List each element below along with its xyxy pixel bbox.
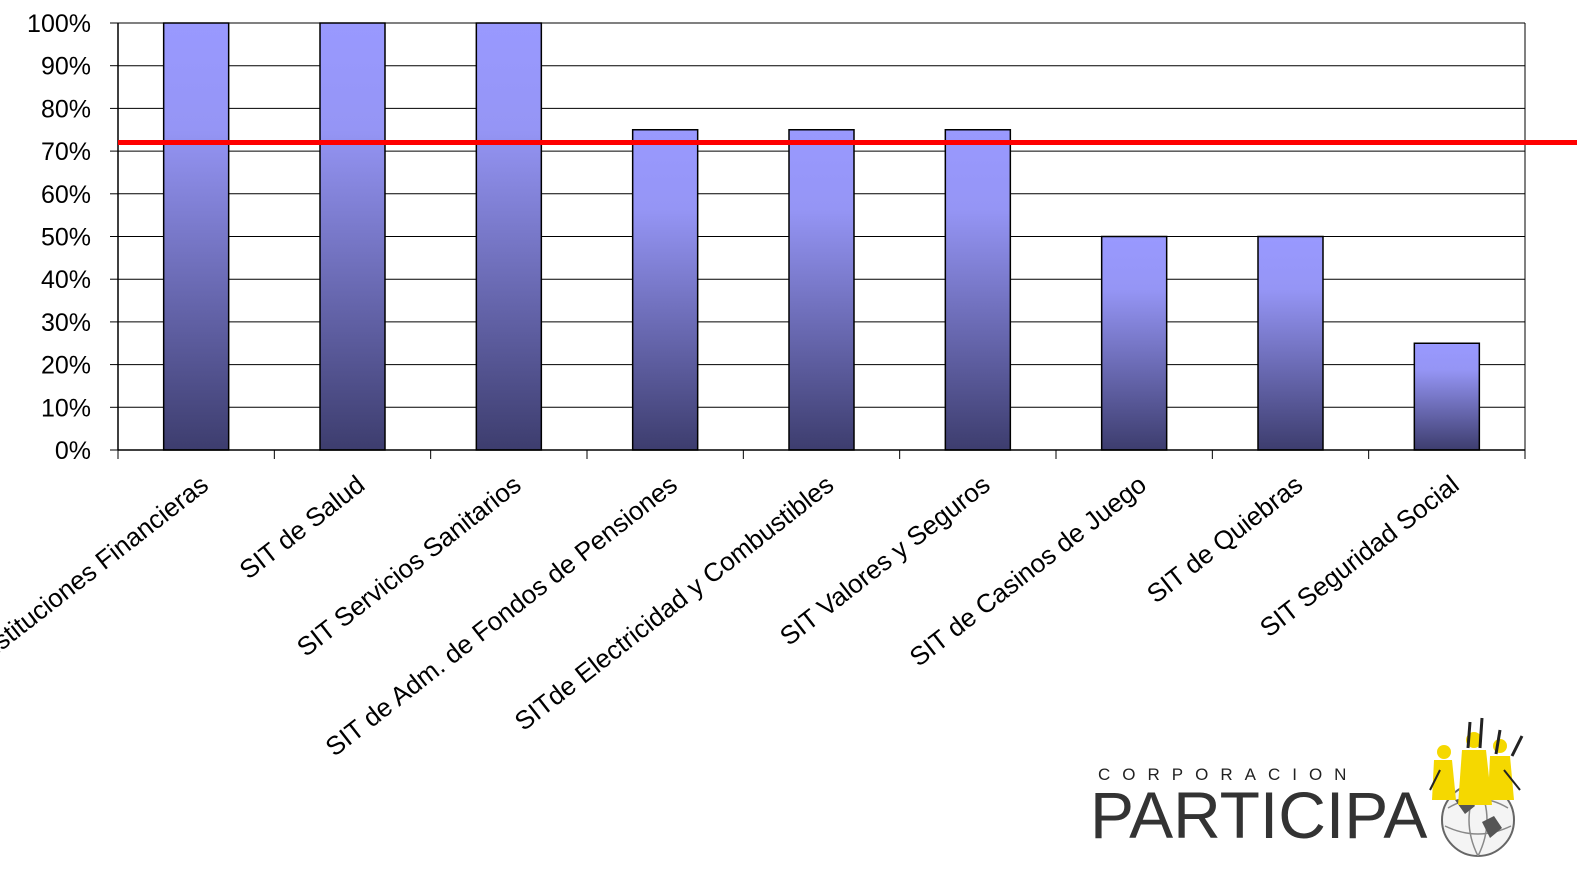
- x-category-label: SIT de Quiebras: [1141, 469, 1308, 609]
- bar: [475, 22, 543, 451]
- y-tick-label: 10%: [41, 394, 91, 422]
- bar: [1257, 235, 1324, 451]
- y-tick-label: 30%: [41, 309, 91, 337]
- y-tick-label: 0%: [55, 437, 91, 465]
- x-category-label: SIT Instituciones Financieras: [0, 469, 214, 698]
- y-tick-label: 60%: [41, 181, 91, 209]
- y-tick-label: 100%: [27, 10, 91, 38]
- y-tick-label: 40%: [41, 266, 91, 294]
- bar: [162, 22, 230, 451]
- y-tick-label: 70%: [41, 138, 91, 166]
- y-tick-label: 50%: [41, 224, 91, 252]
- x-category-label: SIT de Adm. de Fondos de Pensiones: [320, 469, 683, 762]
- x-category-label: SITde Electricidad y Combustibles: [509, 469, 839, 736]
- y-tick-label: 90%: [41, 53, 91, 81]
- axes: [117, 22, 1526, 459]
- people-figures-icon: [1429, 717, 1524, 805]
- corporacion-participa-logo: CORPORACION PARTICIPA: [1090, 717, 1524, 857]
- bar: [788, 129, 855, 451]
- y-axis-ticks: 0% 10% 20% 30% 40% 50% 60% 70% 80% 90% 100%: [27, 10, 118, 465]
- bar: [1413, 342, 1481, 451]
- bar: [631, 129, 699, 451]
- x-category-label: SIT de Salud: [234, 469, 371, 585]
- bar: [1100, 235, 1168, 451]
- y-tick-label: 20%: [41, 352, 91, 380]
- logo-small-text: CORPORACION: [1098, 765, 1358, 784]
- logo-big-text: PARTICIPA: [1090, 778, 1427, 852]
- y-tick-label: 80%: [41, 95, 91, 123]
- bar: [319, 22, 386, 451]
- bar: [944, 129, 1012, 451]
- bars: [162, 22, 1481, 451]
